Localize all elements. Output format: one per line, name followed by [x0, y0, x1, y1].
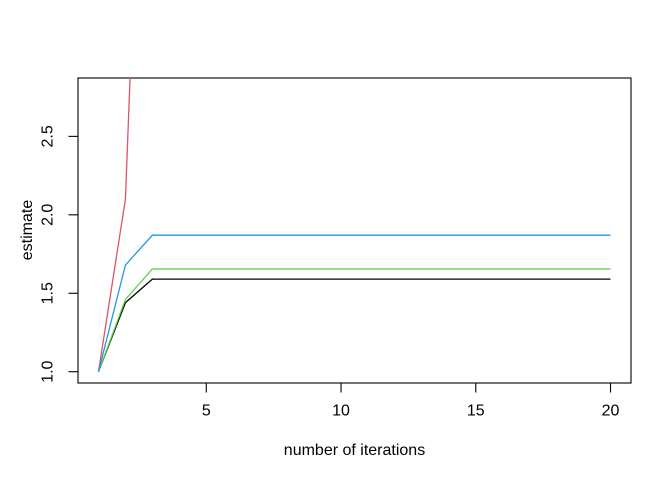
series-line-green — [97, 268, 611, 372]
series-line-black — [97, 278, 611, 372]
x-tick-label: 15 — [467, 403, 485, 420]
x-axis-label: number of iterations — [283, 442, 426, 459]
y-tick-label: 1.0 — [40, 360, 57, 382]
x-axis: 5 10 15 20 — [202, 383, 620, 420]
y-axis: 1.0 1.5 2.0 2.5 — [40, 125, 78, 383]
series-group — [97, 78, 611, 372]
x-tick-label: 10 — [332, 403, 350, 420]
x-tick-label: 20 — [602, 403, 620, 420]
y-axis-label: estimate — [19, 199, 36, 261]
y-tick-label: 1.5 — [40, 282, 57, 304]
plot-box — [77, 77, 632, 384]
y-tick-label: 2.0 — [40, 204, 57, 226]
y-tick-label: 2.5 — [40, 125, 57, 147]
series-line-blue — [97, 234, 611, 372]
x-tick-label: 5 — [202, 403, 211, 420]
series-line-red — [97, 78, 131, 372]
